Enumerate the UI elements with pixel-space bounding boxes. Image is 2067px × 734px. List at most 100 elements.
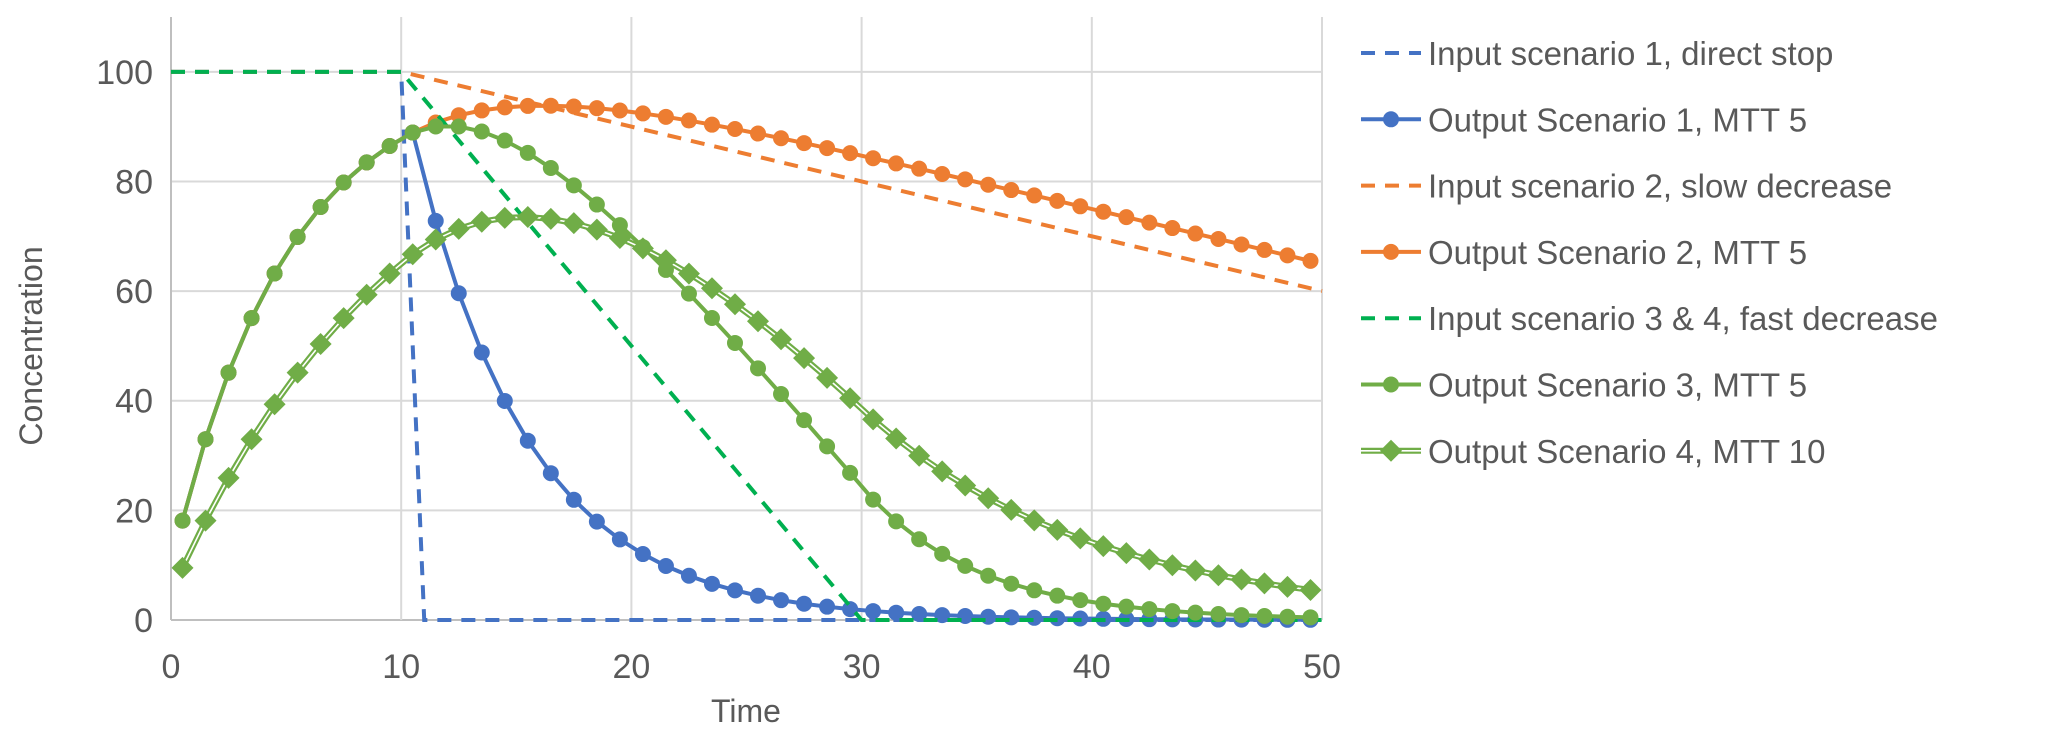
data-point: [796, 595, 813, 612]
data-point: [700, 277, 723, 300]
data-point: [1118, 598, 1135, 615]
data-point: [657, 108, 674, 125]
data-point: [839, 387, 862, 410]
data-point: [911, 606, 928, 623]
data-point: [888, 513, 905, 530]
data-point: [1069, 527, 1092, 550]
data-point: [931, 460, 954, 483]
data-point: [634, 546, 651, 563]
legend-item: Input scenario 1, direct stop: [1361, 35, 1833, 72]
legend-swatch-marker: [1383, 111, 1399, 128]
data-point: [542, 160, 559, 177]
data-point: [424, 228, 447, 251]
data-point: [1253, 572, 1276, 595]
data-point: [519, 432, 536, 449]
data-point: [473, 123, 490, 140]
data-point: [309, 333, 332, 356]
data-point: [1141, 601, 1158, 618]
y-tick-label: 40: [115, 383, 153, 421]
legend-label: Output Scenario 2, MTT 5: [1428, 234, 1807, 271]
series-line: [171, 69, 1322, 622]
data-point: [1210, 606, 1227, 623]
data-point: [793, 347, 816, 370]
data-point: [934, 545, 951, 562]
y-tick-label: 0: [134, 602, 153, 640]
data-point: [240, 428, 263, 451]
data-point: [289, 228, 306, 245]
data-point: [401, 243, 424, 266]
data-point: [171, 556, 194, 579]
data-point: [1184, 559, 1207, 582]
series-6: [174, 118, 1319, 626]
data-point: [888, 155, 905, 172]
data-point: [1138, 548, 1161, 571]
data-point: [842, 601, 859, 618]
data-point: [680, 567, 697, 584]
legend-item: Input scenario 2, slow decrease: [1361, 168, 1892, 205]
x-tick-label: 50: [1303, 648, 1341, 686]
data-point: [954, 474, 977, 497]
data-point: [519, 97, 536, 114]
data-point: [496, 392, 513, 409]
data-point: [1233, 607, 1250, 624]
data-point: [773, 130, 790, 147]
data-point: [911, 531, 928, 548]
data-point: [611, 217, 628, 234]
data-point: [677, 262, 700, 285]
data-point: [1049, 192, 1066, 209]
data-point: [1046, 518, 1069, 541]
data-point: [1302, 609, 1319, 626]
legend-swatch-marker: [1380, 439, 1402, 462]
legend-label: Input scenario 3 & 4, fast decrease: [1428, 300, 1938, 337]
data-point: [1095, 595, 1112, 612]
legend-label: Output Scenario 1, MTT 5: [1428, 101, 1807, 138]
data-point: [842, 464, 859, 481]
data-point: [1118, 209, 1135, 226]
data-point: [470, 210, 493, 233]
data-point: [1187, 225, 1204, 242]
data-point: [865, 150, 882, 167]
data-point: [750, 587, 767, 604]
data-point: [355, 283, 378, 306]
data-point: [819, 140, 836, 157]
data-point: [611, 102, 628, 119]
data-point: [680, 285, 697, 302]
data-point: [332, 307, 355, 330]
data-point: [1230, 568, 1253, 591]
data-point: [608, 227, 631, 250]
data-point: [1233, 236, 1250, 253]
x-tick-label: 10: [382, 648, 420, 686]
data-point: [335, 174, 352, 191]
series-1: [171, 69, 1322, 622]
data-point: [565, 98, 582, 115]
data-point: [266, 265, 283, 282]
data-point: [657, 558, 674, 575]
data-point: [381, 137, 398, 154]
data-point: [934, 607, 951, 624]
data-point: [1279, 608, 1296, 625]
data-point: [842, 145, 859, 162]
data-point: [908, 444, 931, 467]
legend-item: Output Scenario 2, MTT 5: [1361, 234, 1807, 271]
legend-item: Input scenario 3 & 4, fast decrease: [1361, 300, 1938, 337]
series-line-inner: [181, 216, 1311, 591]
data-point: [542, 97, 559, 114]
data-point: [865, 603, 882, 620]
legend-item: Output Scenario 4, MTT 10: [1361, 433, 1825, 470]
data-point: [819, 598, 836, 615]
data-point: [588, 100, 605, 117]
data-point: [473, 102, 490, 119]
data-point: [816, 366, 839, 389]
data-point: [911, 160, 928, 177]
data-point: [726, 120, 743, 137]
data-point: [565, 177, 582, 194]
data-point: [611, 531, 628, 548]
x-tick-label: 30: [843, 648, 881, 686]
data-point: [862, 408, 885, 431]
data-point: [539, 207, 562, 230]
data-point: [542, 465, 559, 482]
data-point: [286, 361, 309, 384]
data-point: [1207, 564, 1230, 587]
data-point: [1256, 607, 1273, 624]
data-point: [865, 491, 882, 508]
